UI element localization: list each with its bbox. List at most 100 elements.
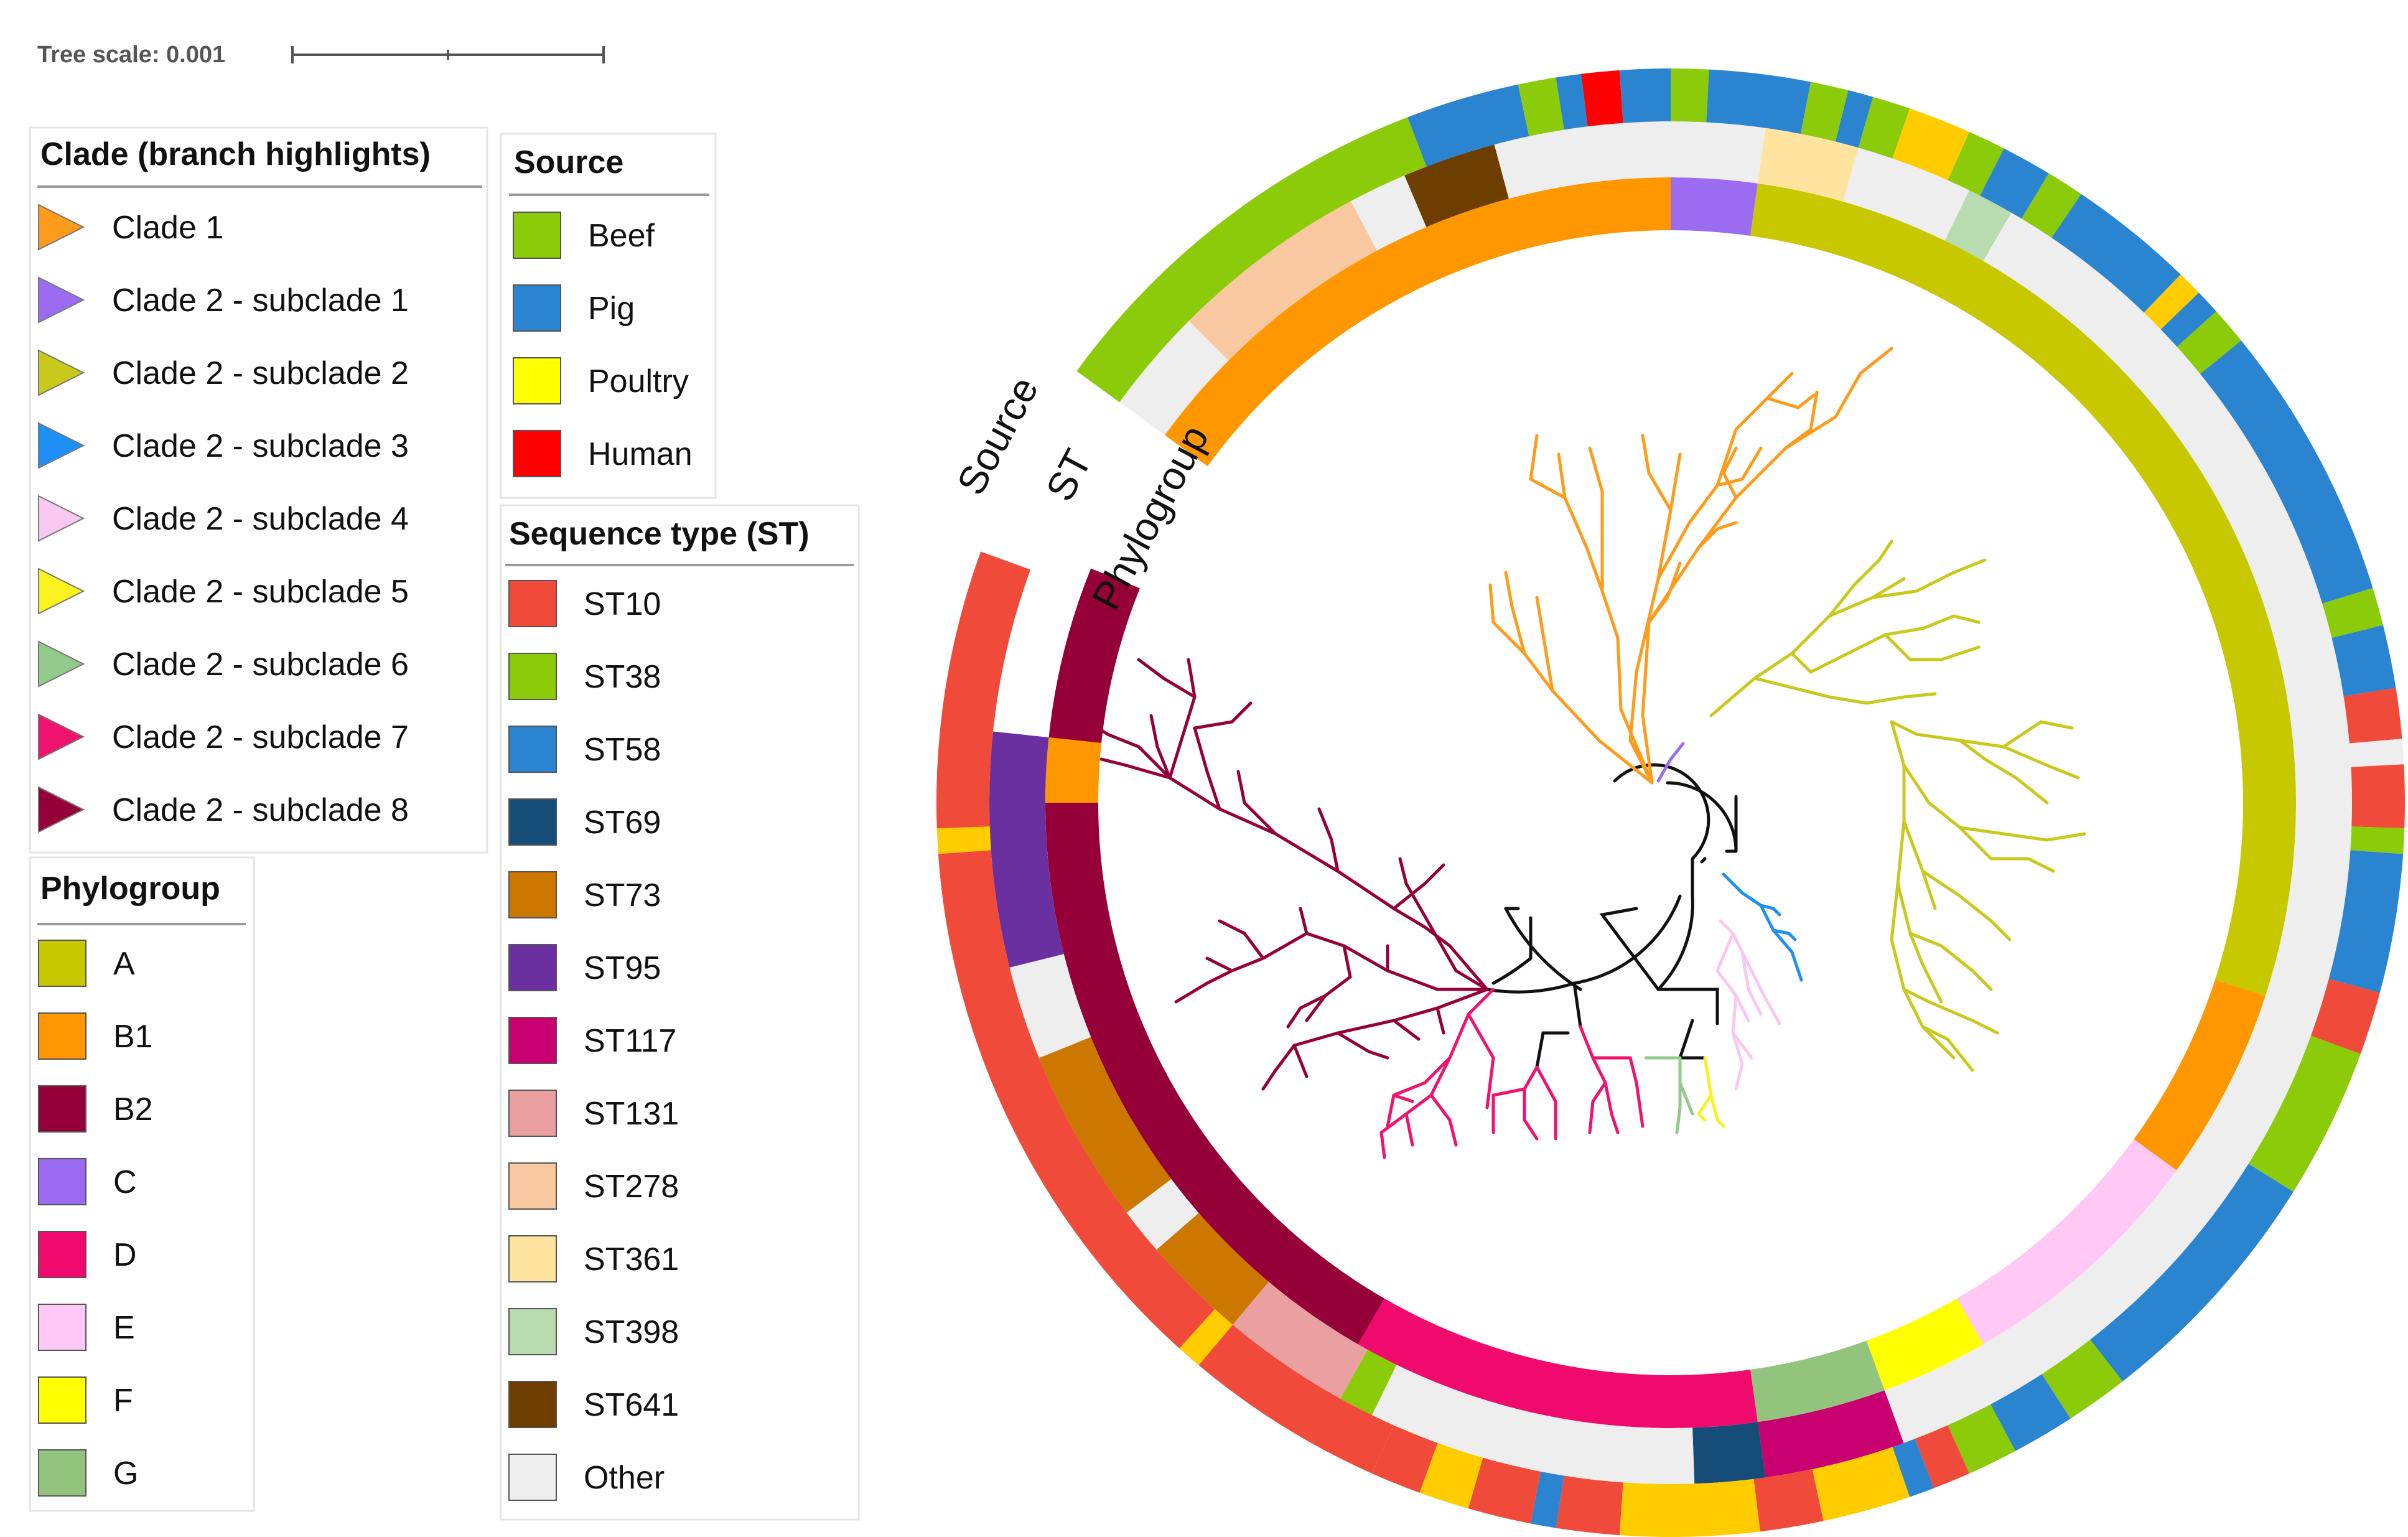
legend-label: B2 (113, 1091, 153, 1128)
legend-swatch-triangle (38, 349, 85, 396)
legend-swatch-square (38, 1012, 86, 1060)
legend-item-st-st10: ST10 (508, 580, 661, 627)
ring-source-segment-beef (2021, 173, 2081, 238)
legend-swatch-square (513, 284, 561, 332)
legend-item-phylogroup-e: E (38, 1304, 135, 1351)
ring-source-segment-beef (2248, 1035, 2361, 1192)
legend-label: Clade 2 - subclade 2 (112, 355, 409, 391)
legend-item-phylogroup-a: A (38, 940, 135, 987)
ring-source-segment-beef (1671, 68, 1709, 123)
legend-label: F (113, 1383, 133, 1419)
legend-item-clade-clade-2-subclade-7: Clade 2 - subclade 7 (38, 713, 409, 760)
legend-label: ST38 (584, 659, 661, 695)
ring-st-segment-other (1350, 175, 1427, 251)
legend-label: ST361 (584, 1241, 679, 1278)
legend-item-source-pig: Pig (513, 284, 635, 332)
legend-swatch-square (38, 1231, 86, 1278)
legend-item-clade-clade-2-subclade-4: Clade 2 - subclade 4 (38, 495, 409, 542)
ring-phylogroup-segment-d (1358, 1298, 1758, 1428)
ring-source-segment-red (1915, 1425, 1969, 1488)
ring-phylogroup-segment-b1 (2134, 979, 2266, 1170)
ring-source-segment-beef (1948, 132, 2004, 196)
legend-swatch-triangle (38, 640, 85, 688)
ring-phylogroup-segment-a (1750, 183, 2297, 996)
legend-item-phylogroup-b2: B2 (38, 1085, 153, 1133)
ring-source-segment-pig (2328, 850, 2404, 993)
ring-source-segment-pig (1407, 84, 1529, 167)
legend-swatch-square (508, 653, 557, 700)
ring-st-segment-other (1126, 1179, 1199, 1250)
legend-swatch-square (508, 871, 557, 918)
legend-swatch-square (38, 940, 86, 987)
legend-label: Clade 2 - subclade 6 (112, 647, 409, 683)
ring-source-segment-pig (1835, 90, 1874, 148)
ring-source-segment-red (1753, 1469, 1824, 1532)
ring-phylogroup-segment-c (1671, 177, 1758, 236)
legend-item-source-human: Human (513, 430, 693, 477)
legend-label: ST73 (584, 877, 661, 913)
legend-item-st-st117: ST117 (508, 1017, 676, 1064)
legend-item-st-st131: ST131 (508, 1090, 679, 1137)
ring-st-segment-other (1494, 121, 1766, 199)
legend-label: Poultry (588, 363, 689, 399)
ring-source-segment-beef (1800, 82, 1849, 142)
legend-label: ST10 (584, 586, 661, 622)
tree-subclade-1 (1656, 742, 1685, 783)
legend-swatch-square (513, 357, 561, 404)
legend-clade-title: Clade (branch highlights) (40, 136, 431, 172)
ring-st-segment-st278 (1188, 201, 1378, 361)
legend-item-st-other: Other (508, 1454, 665, 1501)
ring-st-segment-other (1371, 1365, 1695, 1484)
legend-item-clade-clade-2-subclade-5: Clade 2 - subclade 5 (38, 568, 409, 615)
tree-scale-bar (291, 46, 605, 63)
ring-source-segment-pig (2160, 292, 2216, 347)
tree-subclade-5 (1696, 1056, 1725, 1128)
ring-source-segment-poultry (1892, 108, 1969, 180)
legend-label: ST641 (584, 1387, 679, 1423)
phylogenetic-tree (1087, 347, 2086, 1159)
ring-source-segment-red (2310, 979, 2380, 1054)
legend-label: A (113, 946, 135, 982)
ring-source-segment-red (938, 850, 1215, 1348)
legend-label: ST278 (584, 1169, 679, 1205)
ring-source-segment-red (936, 551, 1031, 829)
legend-label: ST398 (584, 1314, 679, 1350)
legend-st-title: Sequence type (ST) (509, 516, 810, 552)
ring-source-segment-human (1581, 70, 1623, 127)
legend-label: Clade 2 - subclade 7 (112, 719, 409, 755)
ring-source-segment-pig (1990, 1374, 2071, 1451)
legend-item-st-st73: ST73 (508, 871, 661, 918)
ring-phylogroup-segment-g (1750, 1340, 1885, 1423)
ring-source-segment-poultry (936, 826, 991, 854)
tree-subclade-4 (1715, 919, 1781, 1091)
tree-subclade-8 (1087, 658, 1489, 1091)
legend-phylogroup-frame (29, 856, 255, 1512)
ring-source-segment-poultry (1812, 1447, 1910, 1521)
legend-label: ST95 (584, 950, 661, 986)
legend-source: Source Beef Pig Poultry Human (500, 133, 717, 499)
ring-source-segment-red (1468, 1457, 1541, 1524)
ring-source-segment-red (2343, 688, 2402, 744)
legend-label: ST131 (584, 1096, 679, 1132)
ring-source-segment-poultry (2144, 274, 2199, 330)
tree-subclade-6 (1644, 1056, 1694, 1134)
legend-st: Sequence type (ST) ST10ST38ST58ST69ST73S… (500, 504, 860, 1521)
ring-source-segment-pig (2051, 194, 2181, 313)
legend-swatch-square (508, 1235, 557, 1282)
legend-item-clade-clade-2-subclade-2: Clade 2 - subclade 2 (38, 349, 409, 396)
ring-source-segment-poultry (1619, 1479, 1760, 1537)
legend-label: Clade 2 - subclade 3 (112, 428, 409, 464)
legend-swatch-square (38, 1085, 86, 1133)
legend-label: D (113, 1237, 137, 1273)
legend-item-st-st361: ST361 (508, 1235, 679, 1282)
legend-label: Other (584, 1460, 665, 1496)
legend-item-clade-clade-2-subclade-8: Clade 2 - subclade 8 (38, 786, 409, 833)
ring-source-segment-pig (1556, 73, 1588, 130)
legend-swatch-square (508, 1308, 557, 1355)
ring-st-segment-st38 (1340, 1349, 1397, 1416)
legend-item-source-poultry: Poultry (513, 357, 689, 404)
ring-st-segment-st361 (1757, 128, 1859, 202)
ring-source-segment-beef (2322, 588, 2383, 638)
legend-swatch-triangle (38, 786, 85, 833)
